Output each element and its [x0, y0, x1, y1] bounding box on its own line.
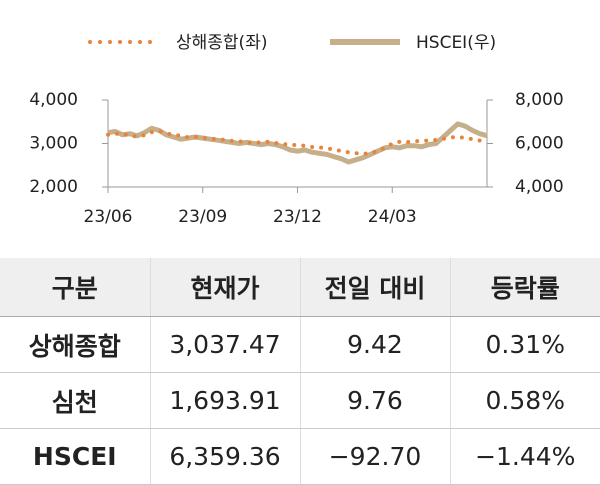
- row-label: 상해종합: [0, 316, 150, 373]
- line-series: [107, 121, 488, 165]
- row-label: HSCEI: [0, 428, 150, 485]
- header-cell: 전일 대비: [299, 258, 450, 317]
- y-tick-label: 3,000: [29, 134, 78, 154]
- header-row: 구분 현재가 전일 대비 등락률: [0, 258, 600, 317]
- header-cell: 등락률: [449, 258, 600, 317]
- y2-tick-label: 4,000: [515, 177, 564, 197]
- cell: 3,037.47: [149, 316, 300, 373]
- y2-tick-label: 6,000: [515, 134, 564, 154]
- table-row: 상해종합 3,037.47 9.42 0.31%: [0, 316, 600, 373]
- line-series: [106, 128, 489, 156]
- cell: 6,359.36: [149, 428, 300, 485]
- cell: 9.76: [299, 372, 450, 429]
- y-tick-label: 4,000: [29, 90, 78, 110]
- row-label: 심천: [0, 372, 150, 429]
- cell: −1.44%: [449, 428, 600, 485]
- cell: 9.42: [299, 316, 450, 373]
- chart: 상해종합(좌) HSCEI(우) 2,000 3,000 4,000 4,000 6,000…: [29, 33, 564, 227]
- header-cell: 구분: [0, 258, 150, 317]
- x-tick-label: 23/12: [273, 207, 322, 227]
- y-tick-label: 2,000: [29, 177, 78, 197]
- x-tick-label: 24/03: [368, 207, 417, 227]
- y2-tick-label: 8,000: [515, 90, 564, 110]
- x-tick-label: 23/09: [178, 207, 227, 227]
- quote-table: 구분 현재가 전일 대비 등락률 상해종합 3,037.47 9.42 0.31% 심천 1,69…: [0, 258, 600, 485]
- table-row: 심천 1,693.91 9.76 0.58%: [0, 372, 600, 429]
- x-tick-label: 23/06: [84, 207, 133, 227]
- cell: 1,693.91: [149, 372, 300, 429]
- header-cell: 현재가: [149, 258, 300, 317]
- cell: −92.70: [299, 428, 450, 485]
- legend-label: 상해종합(좌): [176, 33, 267, 53]
- cell: 0.31%: [449, 316, 600, 373]
- legend-label: HSCEI(우): [416, 33, 496, 53]
- cell: 0.58%: [449, 372, 600, 429]
- table-row: HSCEI 6,359.36 −92.70 −1.44%: [0, 428, 600, 485]
